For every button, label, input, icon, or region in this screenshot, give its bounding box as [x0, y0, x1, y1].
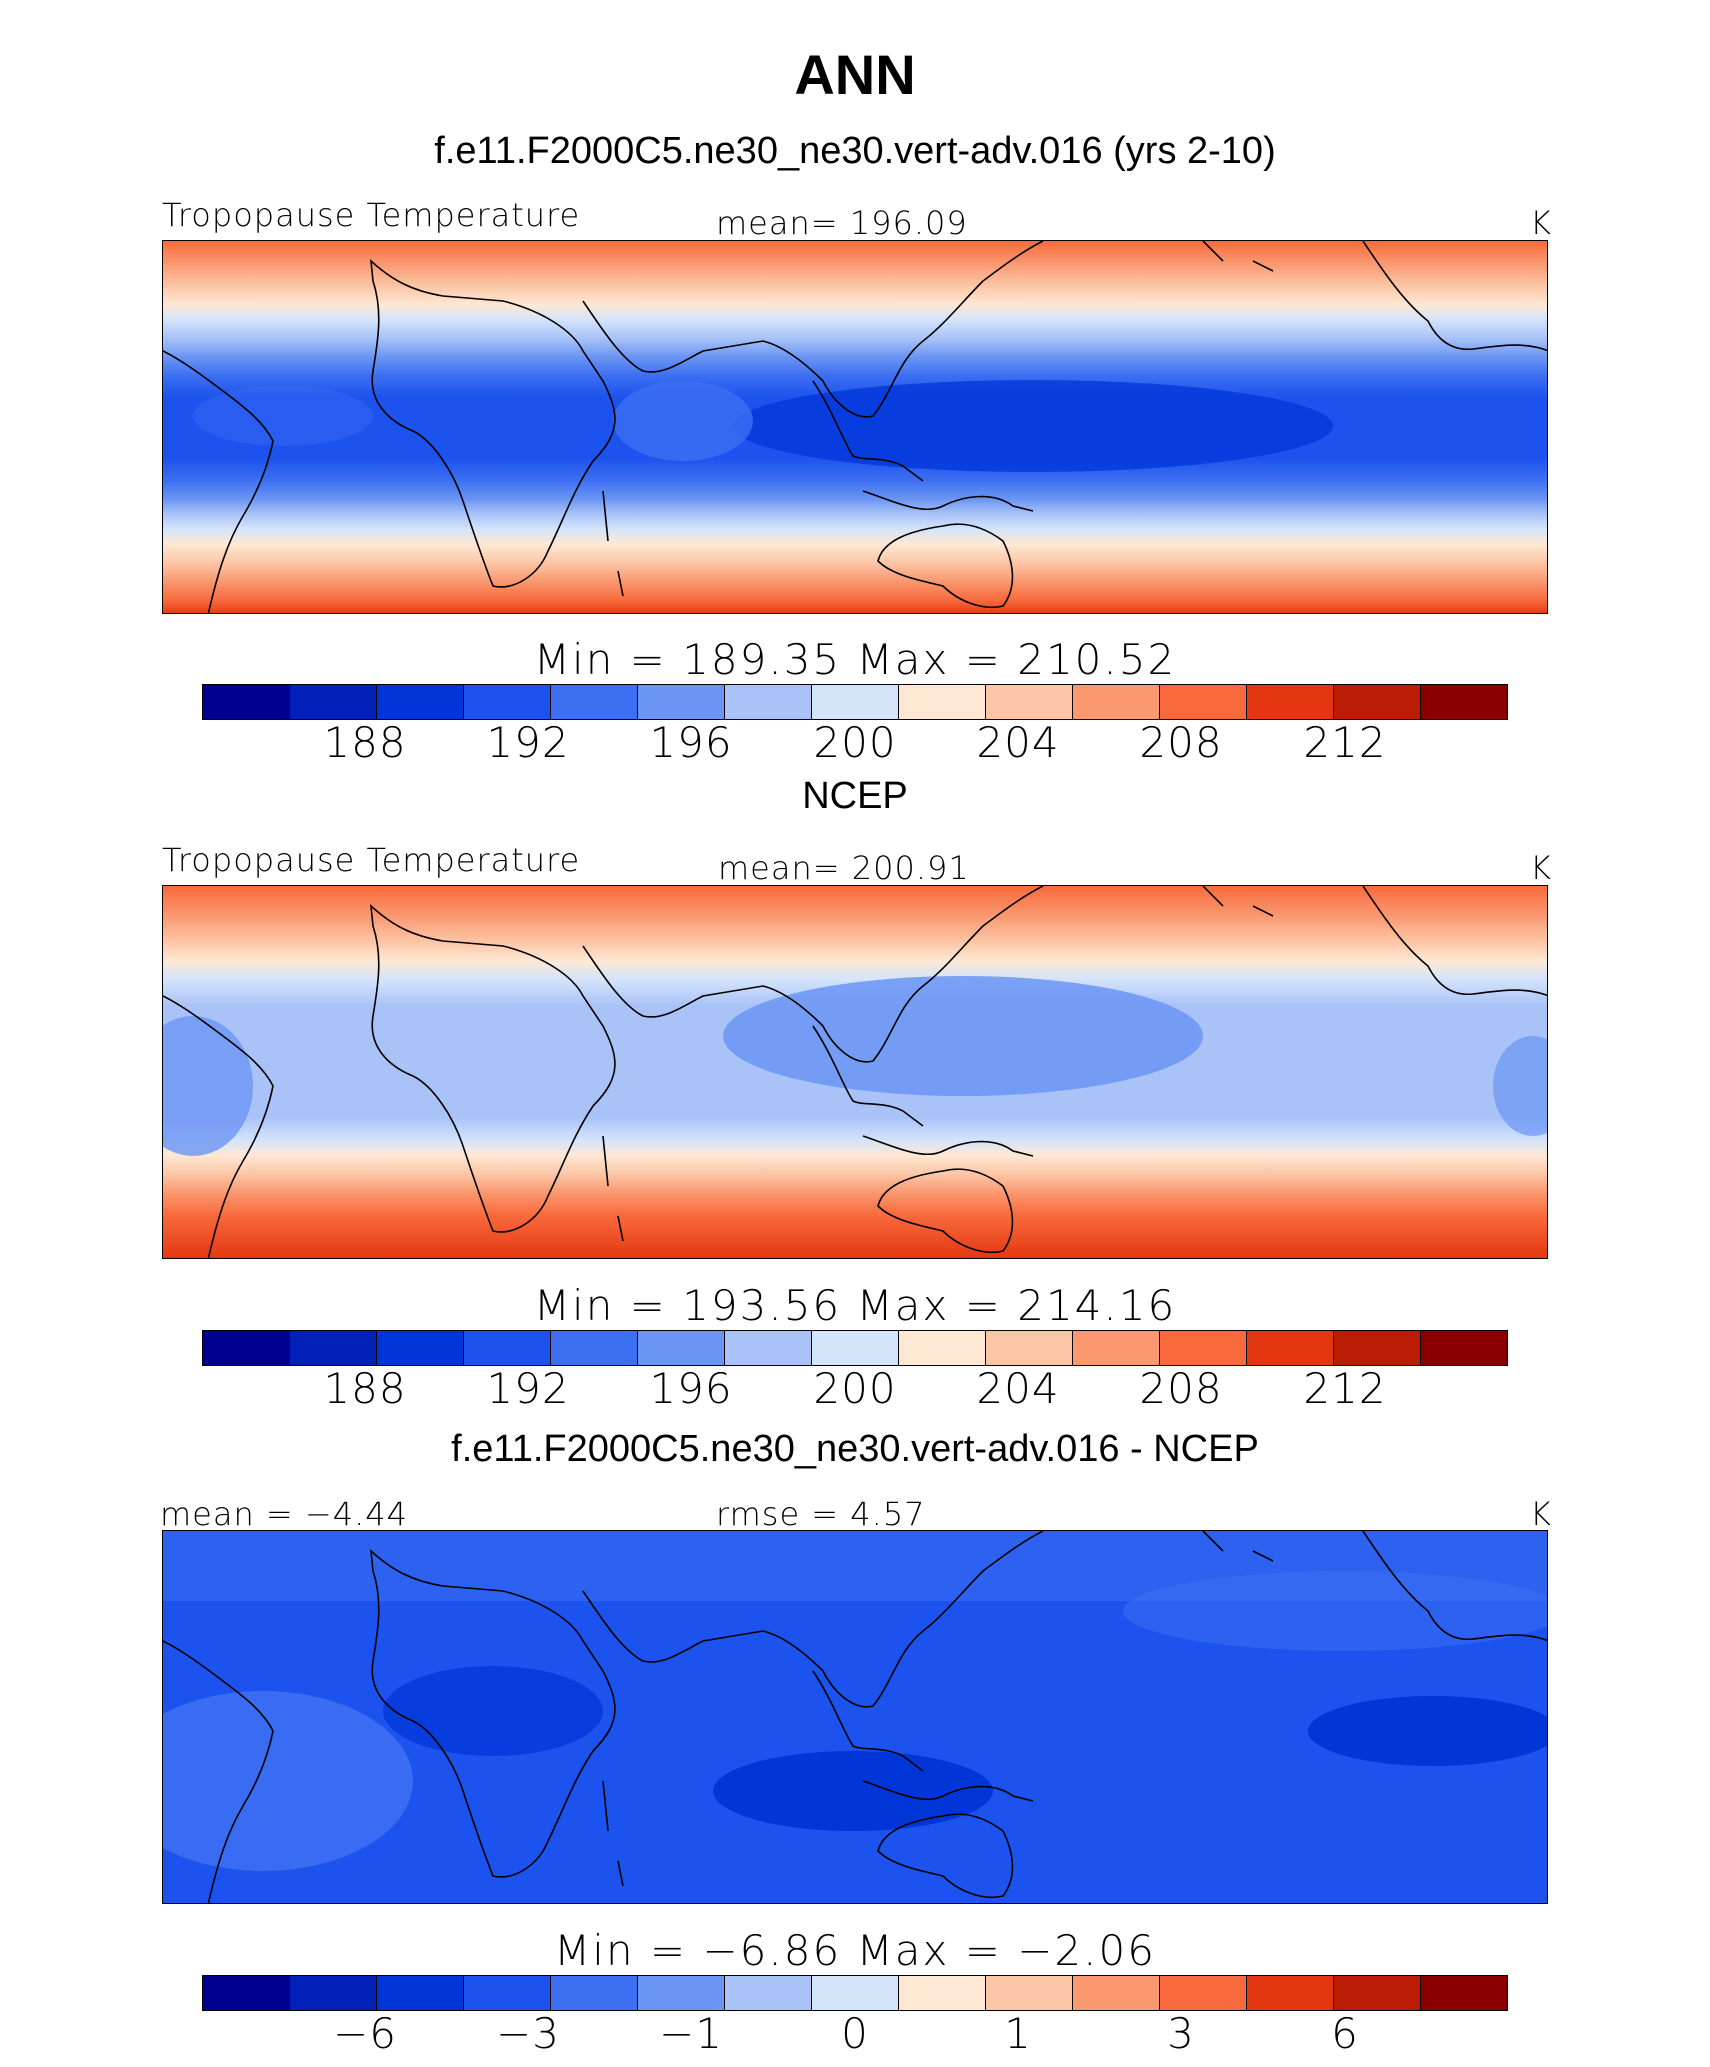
panel2-tick: 212	[1303, 1364, 1387, 1413]
panel1-subtitle: f.e11.F2000C5.ne30_ne30.vert-adv.016 (yr…	[434, 130, 1276, 172]
colorbar-swatch	[464, 1976, 551, 2010]
panel2-colorbar	[202, 1330, 1508, 1366]
panel1-minmax: Min = 189.35 Max = 210.52	[533, 635, 1177, 684]
panel2-left-label: Tropopause Temperature	[162, 841, 581, 879]
colorbar-swatch	[1073, 685, 1160, 719]
colorbar-swatch	[986, 1331, 1073, 1365]
panel1-coastlines	[163, 241, 1547, 613]
panel1-tick: 208	[1139, 718, 1223, 767]
panel3-minmax: Min = −6.86 Max = −2.06	[554, 1926, 1156, 1975]
colorbar-swatch	[551, 685, 638, 719]
panel2-subtitle: NCEP	[802, 775, 908, 817]
panel3-tick: −6	[333, 2009, 397, 2058]
panel3-map	[162, 1530, 1548, 1904]
colorbar-swatch	[203, 685, 290, 719]
panel3-subtitle: f.e11.F2000C5.ne30_ne30.vert-adv.016 - N…	[451, 1428, 1259, 1470]
panel2-tick: 204	[976, 1364, 1060, 1413]
panel3-coastlines	[163, 1531, 1547, 1903]
colorbar-swatch	[1421, 1331, 1507, 1365]
panel2-tick: 196	[649, 1364, 733, 1413]
colorbar-swatch	[464, 1331, 551, 1365]
panel3-tick: 6	[1331, 2009, 1359, 2058]
panel2-mean-label: mean= 200.91	[718, 849, 970, 887]
panel1-tick: 188	[323, 718, 407, 767]
colorbar-swatch	[377, 1331, 464, 1365]
panel1-tick: 200	[813, 718, 897, 767]
colorbar-swatch	[899, 685, 986, 719]
panel1-tick: 196	[649, 718, 733, 767]
panel3-colorbar	[202, 1975, 1508, 2011]
panel1-mean-label: mean= 196.09	[716, 204, 968, 242]
colorbar-swatch	[638, 1976, 725, 2010]
panel3-tick: −1	[659, 2009, 723, 2058]
panel1-tick: 212	[1303, 718, 1387, 767]
panel2-tick: 200	[813, 1364, 897, 1413]
colorbar-swatch	[812, 1976, 899, 2010]
colorbar-swatch	[290, 1331, 377, 1365]
panel2-coastlines	[163, 886, 1547, 1258]
colorbar-swatch	[812, 1331, 899, 1365]
colorbar-swatch	[1334, 1331, 1421, 1365]
colorbar-swatch	[290, 1976, 377, 2010]
colorbar-swatch	[1247, 1976, 1334, 2010]
colorbar-swatch	[1073, 1331, 1160, 1365]
colorbar-swatch	[1421, 1976, 1507, 2010]
colorbar-swatch	[551, 1331, 638, 1365]
colorbar-swatch	[725, 1331, 812, 1365]
panel2-tick: 188	[323, 1364, 407, 1413]
panel3-tick: 1	[1004, 2009, 1032, 2058]
panel1-tick: 192	[486, 718, 570, 767]
colorbar-swatch	[1160, 1331, 1247, 1365]
colorbar-swatch	[638, 685, 725, 719]
panel1-tick: 204	[976, 718, 1060, 767]
colorbar-swatch	[1160, 685, 1247, 719]
panel3-mean-label: mean = −4.44	[160, 1495, 408, 1533]
panel3-units: K	[1530, 1495, 1552, 1533]
panel2-units: K	[1530, 849, 1552, 887]
colorbar-swatch	[1073, 1976, 1160, 2010]
panel3-tick: 3	[1167, 2009, 1195, 2058]
colorbar-swatch	[899, 1331, 986, 1365]
colorbar-swatch	[899, 1976, 986, 2010]
colorbar-swatch	[1160, 1976, 1247, 2010]
panel2-tick: 192	[486, 1364, 570, 1413]
panel2-tick: 208	[1139, 1364, 1223, 1413]
colorbar-swatch	[986, 685, 1073, 719]
colorbar-swatch	[551, 1976, 638, 2010]
colorbar-swatch	[1421, 685, 1507, 719]
colorbar-swatch	[203, 1976, 290, 2010]
panel3-rmse-label: rmse = 4.57	[716, 1495, 926, 1533]
colorbar-swatch	[1334, 685, 1421, 719]
panel1-left-label: Tropopause Temperature	[162, 196, 581, 234]
colorbar-swatch	[377, 1976, 464, 2010]
panel3-tick: −3	[496, 2009, 560, 2058]
panel1-map	[162, 240, 1548, 614]
panel1-units: K	[1530, 204, 1552, 242]
colorbar-swatch	[725, 685, 812, 719]
colorbar-swatch	[1334, 1976, 1421, 2010]
colorbar-swatch	[1247, 685, 1334, 719]
panel2-minmax: Min = 193.56 Max = 214.16	[533, 1281, 1177, 1330]
panel1-colorbar	[202, 684, 1508, 720]
panel3-tick: 0	[841, 2009, 869, 2058]
colorbar-swatch	[1247, 1331, 1334, 1365]
colorbar-swatch	[464, 685, 551, 719]
colorbar-swatch	[812, 685, 899, 719]
colorbar-swatch	[725, 1976, 812, 2010]
main-title: ANN	[794, 43, 916, 106]
colorbar-swatch	[203, 1331, 290, 1365]
colorbar-swatch	[986, 1976, 1073, 2010]
panel2-map	[162, 885, 1548, 1259]
colorbar-swatch	[290, 685, 377, 719]
colorbar-swatch	[638, 1331, 725, 1365]
colorbar-swatch	[377, 685, 464, 719]
